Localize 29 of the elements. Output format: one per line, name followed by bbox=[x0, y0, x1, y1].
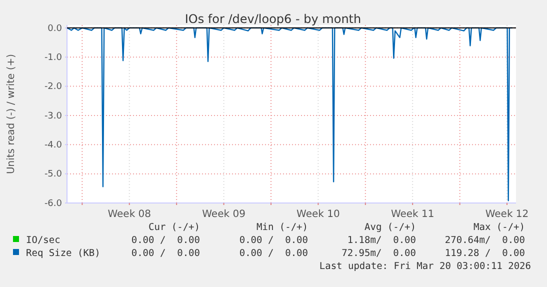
y-tick-label: 0.0 bbox=[48, 24, 62, 34]
y-axis-title: Units read (-) / write (+) bbox=[6, 54, 17, 174]
text: 72.95m/ 0.00 bbox=[342, 248, 416, 259]
y-tick-label: -5.0 bbox=[44, 170, 62, 180]
text: Last update: Fri Mar 20 03:00:11 2026 bbox=[319, 261, 532, 272]
x-tick-label: Week 08 bbox=[108, 209, 152, 220]
legend-label: Req Size (KB) bbox=[26, 248, 100, 259]
text: Avg (-/+) bbox=[364, 222, 416, 233]
text: 119.28 / 0.00 bbox=[444, 248, 526, 259]
text: Cur (-/+) bbox=[148, 222, 200, 233]
text: 0.00 / 0.00 bbox=[131, 248, 200, 259]
x-tick-label: Week 10 bbox=[296, 209, 340, 220]
x-tick-label: Week 11 bbox=[390, 209, 434, 220]
chart-title: IOs for /dev/loop6 - by month bbox=[184, 12, 362, 26]
x-tick-label: Week 12 bbox=[485, 209, 529, 220]
y-tick-label: -4.0 bbox=[44, 140, 62, 151]
y-tick-label: -6.0 bbox=[44, 198, 62, 209]
text: 270.64m/ 0.00 bbox=[444, 235, 526, 246]
text: 1.18m/ 0.00 bbox=[347, 235, 416, 246]
y-tick-label: -3.0 bbox=[44, 111, 62, 122]
text: 0.00 / 0.00 bbox=[239, 248, 308, 259]
text: 0.00 / 0.00 bbox=[131, 235, 200, 246]
text: Min (-/+) bbox=[256, 222, 308, 233]
legend-label: IO/sec bbox=[26, 235, 60, 246]
text: Max (-/+) bbox=[474, 222, 525, 233]
y-tick-label: -1.0 bbox=[44, 52, 62, 63]
x-tick-label: Week 09 bbox=[202, 209, 246, 220]
text: 0.00 / 0.00 bbox=[239, 235, 308, 246]
y-tick-label: -2.0 bbox=[44, 82, 62, 92]
